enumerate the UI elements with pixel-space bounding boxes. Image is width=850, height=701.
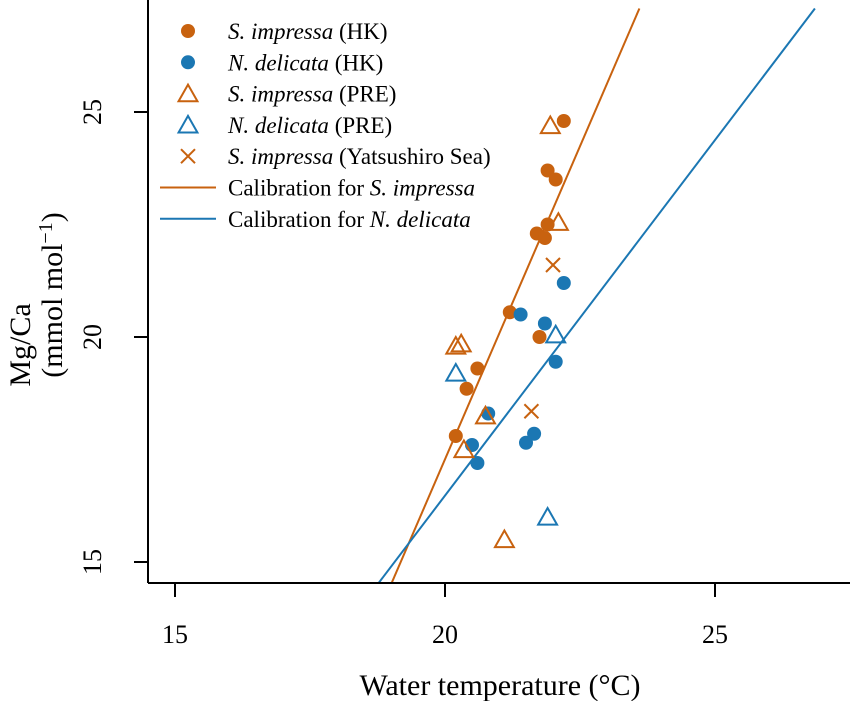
y-tick-label-1: 20 xyxy=(78,324,107,350)
point-s1-8 xyxy=(470,456,485,470)
legend-marker-2 xyxy=(176,82,200,103)
point-s1-3 xyxy=(548,354,563,369)
point-s2-1 xyxy=(547,211,570,231)
point-s0-8 xyxy=(470,361,485,376)
x-tick-label-0: 15 xyxy=(162,620,188,649)
point-s3-0 xyxy=(544,323,567,344)
legend-label-1: N. delicata (HK) xyxy=(227,50,383,75)
legend-label-4: S. impressa (Yatsushiro Sea) xyxy=(228,144,491,169)
y-axis-title-line2: (mmol mol−1) xyxy=(35,212,69,377)
point-s1-5 xyxy=(527,426,542,441)
x-tick-label-2: 25 xyxy=(702,620,728,649)
x-axis-title: Water temperature (°C) xyxy=(359,669,640,701)
y-axis-unit: (mmol mol xyxy=(36,244,69,378)
point-s0-5 xyxy=(537,231,552,245)
legend-label-3: N. delicata (PRE) xyxy=(227,113,392,138)
point-s1-1 xyxy=(513,307,528,322)
point-s0-9 xyxy=(459,381,474,396)
point-s2-0 xyxy=(539,114,562,135)
y-tick-label-2: 25 xyxy=(78,99,107,125)
calibration-lines xyxy=(377,7,816,583)
point-s0-2 xyxy=(548,172,563,187)
legend-marker-1 xyxy=(181,55,195,70)
calibration-line-1 xyxy=(377,7,816,583)
point-s2-3 xyxy=(444,334,467,355)
point-s0-0 xyxy=(556,114,571,128)
point-s2-6 xyxy=(493,528,516,549)
x-tick-label-1: 20 xyxy=(432,620,458,649)
y-axis-title-line1: Mg/Ca xyxy=(4,303,37,386)
legend: S. impressa (HK) N. delicata (HK) S. impre… xyxy=(160,19,491,232)
legend-label-2: S. impressa (PRE) xyxy=(228,82,396,107)
point-s4-0 xyxy=(545,257,561,273)
y-axis-title: Mg/Ca (mmol mol−1) xyxy=(4,212,69,386)
point-s2-2 xyxy=(450,332,473,353)
axes xyxy=(147,0,850,584)
point-s0-10 xyxy=(448,429,463,443)
y-axis-unit-close: ) xyxy=(36,212,69,222)
point-s2-5 xyxy=(452,438,476,459)
point-s3-1 xyxy=(444,361,467,382)
ticks: 15 20 25 15 20 25 xyxy=(78,99,728,649)
point-s0-6 xyxy=(502,305,517,320)
point-s1-6 xyxy=(519,435,533,450)
point-s0-1 xyxy=(540,163,555,178)
point-s2-4 xyxy=(474,404,497,425)
legend-label-0: S. impressa (HK) xyxy=(228,19,388,44)
legend-marker-0 xyxy=(181,24,195,38)
point-s4-1 xyxy=(523,403,540,419)
legend-label-6: Calibration for N. delicata xyxy=(228,207,471,232)
legend-label-5: Calibration for S. impressa xyxy=(228,176,475,201)
point-s0-7 xyxy=(532,330,547,344)
point-s1-2 xyxy=(537,316,552,331)
calibration-line-0 xyxy=(390,8,641,583)
legend-marker-3 xyxy=(176,113,200,134)
y-axis-unit-exponent: −1 xyxy=(35,222,57,243)
legend-marker-4 xyxy=(180,148,196,164)
point-s3-2 xyxy=(536,505,559,526)
point-s1-0 xyxy=(556,276,571,290)
y-tick-label-0: 15 xyxy=(78,549,107,575)
data-points xyxy=(444,114,571,549)
